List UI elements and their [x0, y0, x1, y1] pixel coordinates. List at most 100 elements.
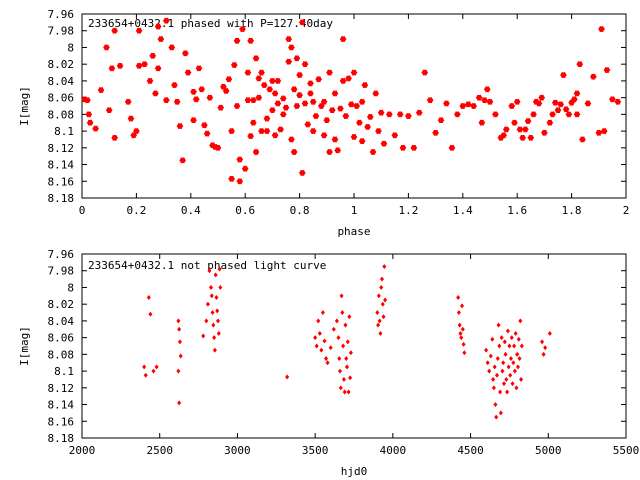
data-point [111, 134, 119, 141]
data-point [279, 111, 287, 118]
y-tick-label: 8.02 [48, 298, 75, 311]
data-point [530, 111, 537, 118]
data-point [269, 77, 276, 84]
y-tick-label: 8.02 [48, 58, 75, 71]
data-point [383, 297, 388, 303]
data-point [177, 326, 182, 332]
data-point [225, 76, 233, 83]
data-point [339, 293, 344, 299]
data-point [498, 410, 503, 416]
data-point [501, 381, 507, 387]
data-point [217, 104, 225, 111]
data-point [127, 115, 135, 122]
data-point [260, 82, 268, 89]
data-point [505, 389, 510, 395]
data-point [570, 96, 578, 103]
y-tick-label: 8.06 [48, 92, 75, 105]
data-point [179, 157, 187, 164]
data-point [323, 355, 329, 362]
data-point [509, 335, 514, 341]
data-point [456, 294, 461, 301]
x-tick-label: 5000 [535, 444, 562, 457]
data-point [511, 360, 516, 366]
data-point [255, 75, 263, 82]
y-tick-label: 7.96 [48, 248, 75, 261]
data-point [216, 330, 221, 337]
data-point [345, 75, 352, 82]
data-point [459, 335, 464, 341]
data-point [361, 82, 369, 89]
data-point [527, 134, 535, 141]
data-point [157, 36, 165, 43]
data-point [176, 318, 181, 324]
data-point [491, 376, 496, 383]
data-point [376, 322, 381, 328]
data-point [347, 101, 355, 108]
data-point [190, 88, 197, 95]
data-point [426, 97, 434, 104]
data-point [573, 111, 581, 118]
data-point [519, 376, 524, 383]
data-point [192, 96, 200, 103]
data-point [258, 128, 265, 135]
data-point [379, 276, 385, 282]
data-point [338, 385, 343, 391]
data-point [176, 123, 184, 129]
data-point [263, 115, 271, 122]
data-point [358, 138, 366, 145]
data-point [290, 149, 298, 155]
data-point [249, 119, 257, 126]
data-point [337, 368, 343, 374]
data-point [124, 98, 132, 105]
data-point [266, 86, 274, 93]
y-tick-label: 8.18 [48, 432, 75, 445]
data-point [497, 343, 502, 349]
data-point [116, 62, 124, 69]
data-point [377, 318, 382, 324]
data-point [230, 62, 238, 68]
data-point [579, 136, 586, 143]
data-point [149, 52, 157, 59]
data-point [111, 27, 119, 34]
data-point [201, 122, 208, 129]
x-tick-label: 0 [79, 204, 86, 217]
y-tick-label: 8.04 [48, 75, 75, 88]
data-point [576, 61, 584, 68]
data-point [541, 351, 546, 357]
data-point [296, 92, 303, 99]
data-point [213, 272, 218, 278]
data-point [309, 128, 317, 135]
y-tick-label: 8.1 [54, 125, 74, 138]
data-point [92, 125, 99, 132]
y-tick-label: 8.16 [48, 175, 75, 188]
data-point [207, 268, 212, 274]
data-point [346, 389, 351, 395]
data-point [348, 375, 353, 381]
x-tick-label: 4000 [380, 444, 407, 457]
data-point [391, 132, 399, 139]
data-point [437, 117, 445, 124]
data-point [514, 385, 519, 391]
data-point [554, 107, 562, 114]
data-point [317, 330, 322, 337]
data-point [385, 111, 393, 118]
data-point [500, 368, 505, 374]
data-point [142, 364, 147, 370]
data-point [348, 350, 353, 356]
data-point [503, 351, 508, 357]
data-point [339, 36, 347, 43]
data-point [293, 103, 301, 109]
data-point [459, 103, 467, 109]
data-point [212, 335, 217, 341]
data-point [271, 132, 279, 139]
data-point [336, 335, 341, 341]
data-point [274, 100, 282, 107]
data-point [432, 129, 439, 136]
data-point [162, 17, 170, 24]
data-point [600, 128, 608, 135]
data-point [103, 44, 110, 51]
data-point [244, 97, 252, 104]
data-point [492, 111, 499, 118]
data-point [518, 318, 523, 324]
